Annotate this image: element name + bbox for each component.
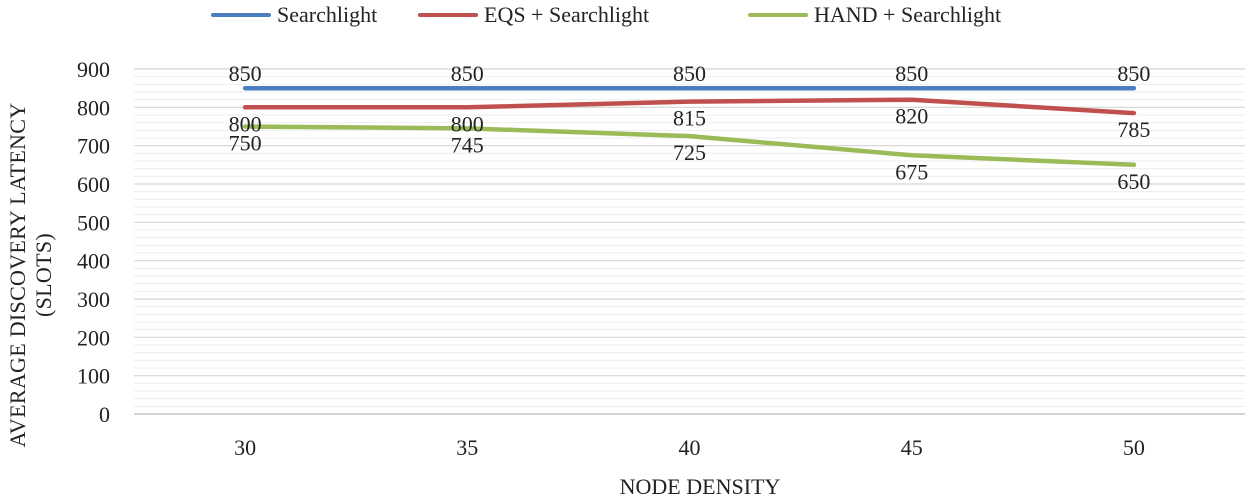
- x-axis-title: NODE DENSITY: [619, 474, 781, 499]
- legend-swatch-searchlight: [211, 13, 271, 17]
- data-label: 820: [895, 104, 928, 129]
- grid-lines: [134, 68, 1245, 415]
- y-tick-label: 0: [99, 402, 110, 427]
- data-label: 750: [229, 131, 262, 156]
- y-tick-label: 300: [77, 287, 110, 312]
- y-axis-title-box: AVERAGE DISCOVERY LATENCY (SLOTS): [1, 95, 61, 455]
- data-labels: 850 850 850 850 850 800 800 815 820 785 750 745 725 6…: [229, 61, 1151, 194]
- y-tick-label: 700: [77, 134, 110, 159]
- data-label: 785: [1117, 117, 1150, 142]
- data-label: 800: [229, 111, 262, 136]
- legend-item-eqs-searchlight: EQS + Searchlight: [418, 2, 649, 28]
- x-axis-ticks: 30 35 40 45 50: [234, 435, 1145, 460]
- data-label: 745: [451, 132, 484, 157]
- data-label: 850: [895, 61, 928, 86]
- x-tick-label: 35: [456, 435, 478, 460]
- series-line-1: [242, 97, 1137, 116]
- y-tick-label: 400: [77, 249, 110, 274]
- x-tick-label: 50: [1123, 435, 1145, 460]
- legend-label-hand-searchlight: HAND + Searchlight: [814, 2, 1002, 27]
- data-label: 850: [229, 61, 262, 86]
- data-label: 675: [895, 159, 928, 184]
- chart-legend: Searchlight EQS + Searchlight HAND + Sea…: [0, 2, 1250, 28]
- data-label: 815: [673, 106, 706, 131]
- y-tick-label: 500: [77, 210, 110, 235]
- legend-swatch-eqs-searchlight: [418, 13, 478, 17]
- y-tick-label: 900: [77, 57, 110, 82]
- y-tick-label: 100: [77, 364, 110, 389]
- series-lines: [242, 85, 1137, 168]
- data-label: 725: [673, 140, 706, 165]
- y-tick-label: 600: [77, 172, 110, 197]
- data-label: 850: [451, 61, 484, 86]
- y-axis-ticks: 0 100 200 300 400 500 600 700 800 900: [77, 57, 110, 427]
- data-label: 650: [1117, 169, 1150, 194]
- legend-item-hand-searchlight: HAND + Searchlight: [748, 2, 1001, 28]
- x-tick-label: 40: [679, 435, 701, 460]
- legend-item-searchlight: Searchlight: [211, 2, 377, 28]
- legend-label-eqs-searchlight: EQS + Searchlight: [484, 2, 650, 27]
- series-line-2: [242, 124, 1137, 168]
- data-label: 800: [451, 111, 484, 136]
- y-tick-label: 800: [77, 95, 110, 120]
- legend-label-searchlight: Searchlight: [277, 2, 378, 27]
- x-tick-label: 45: [901, 435, 923, 460]
- y-tick-label: 200: [77, 325, 110, 350]
- data-label: 850: [1117, 61, 1150, 86]
- y-axis-title: AVERAGE DISCOVERY LATENCY (SLOTS): [5, 102, 56, 448]
- x-tick-label: 30: [234, 435, 256, 460]
- legend-swatch-hand-searchlight: [748, 13, 808, 17]
- data-label: 850: [673, 61, 706, 86]
